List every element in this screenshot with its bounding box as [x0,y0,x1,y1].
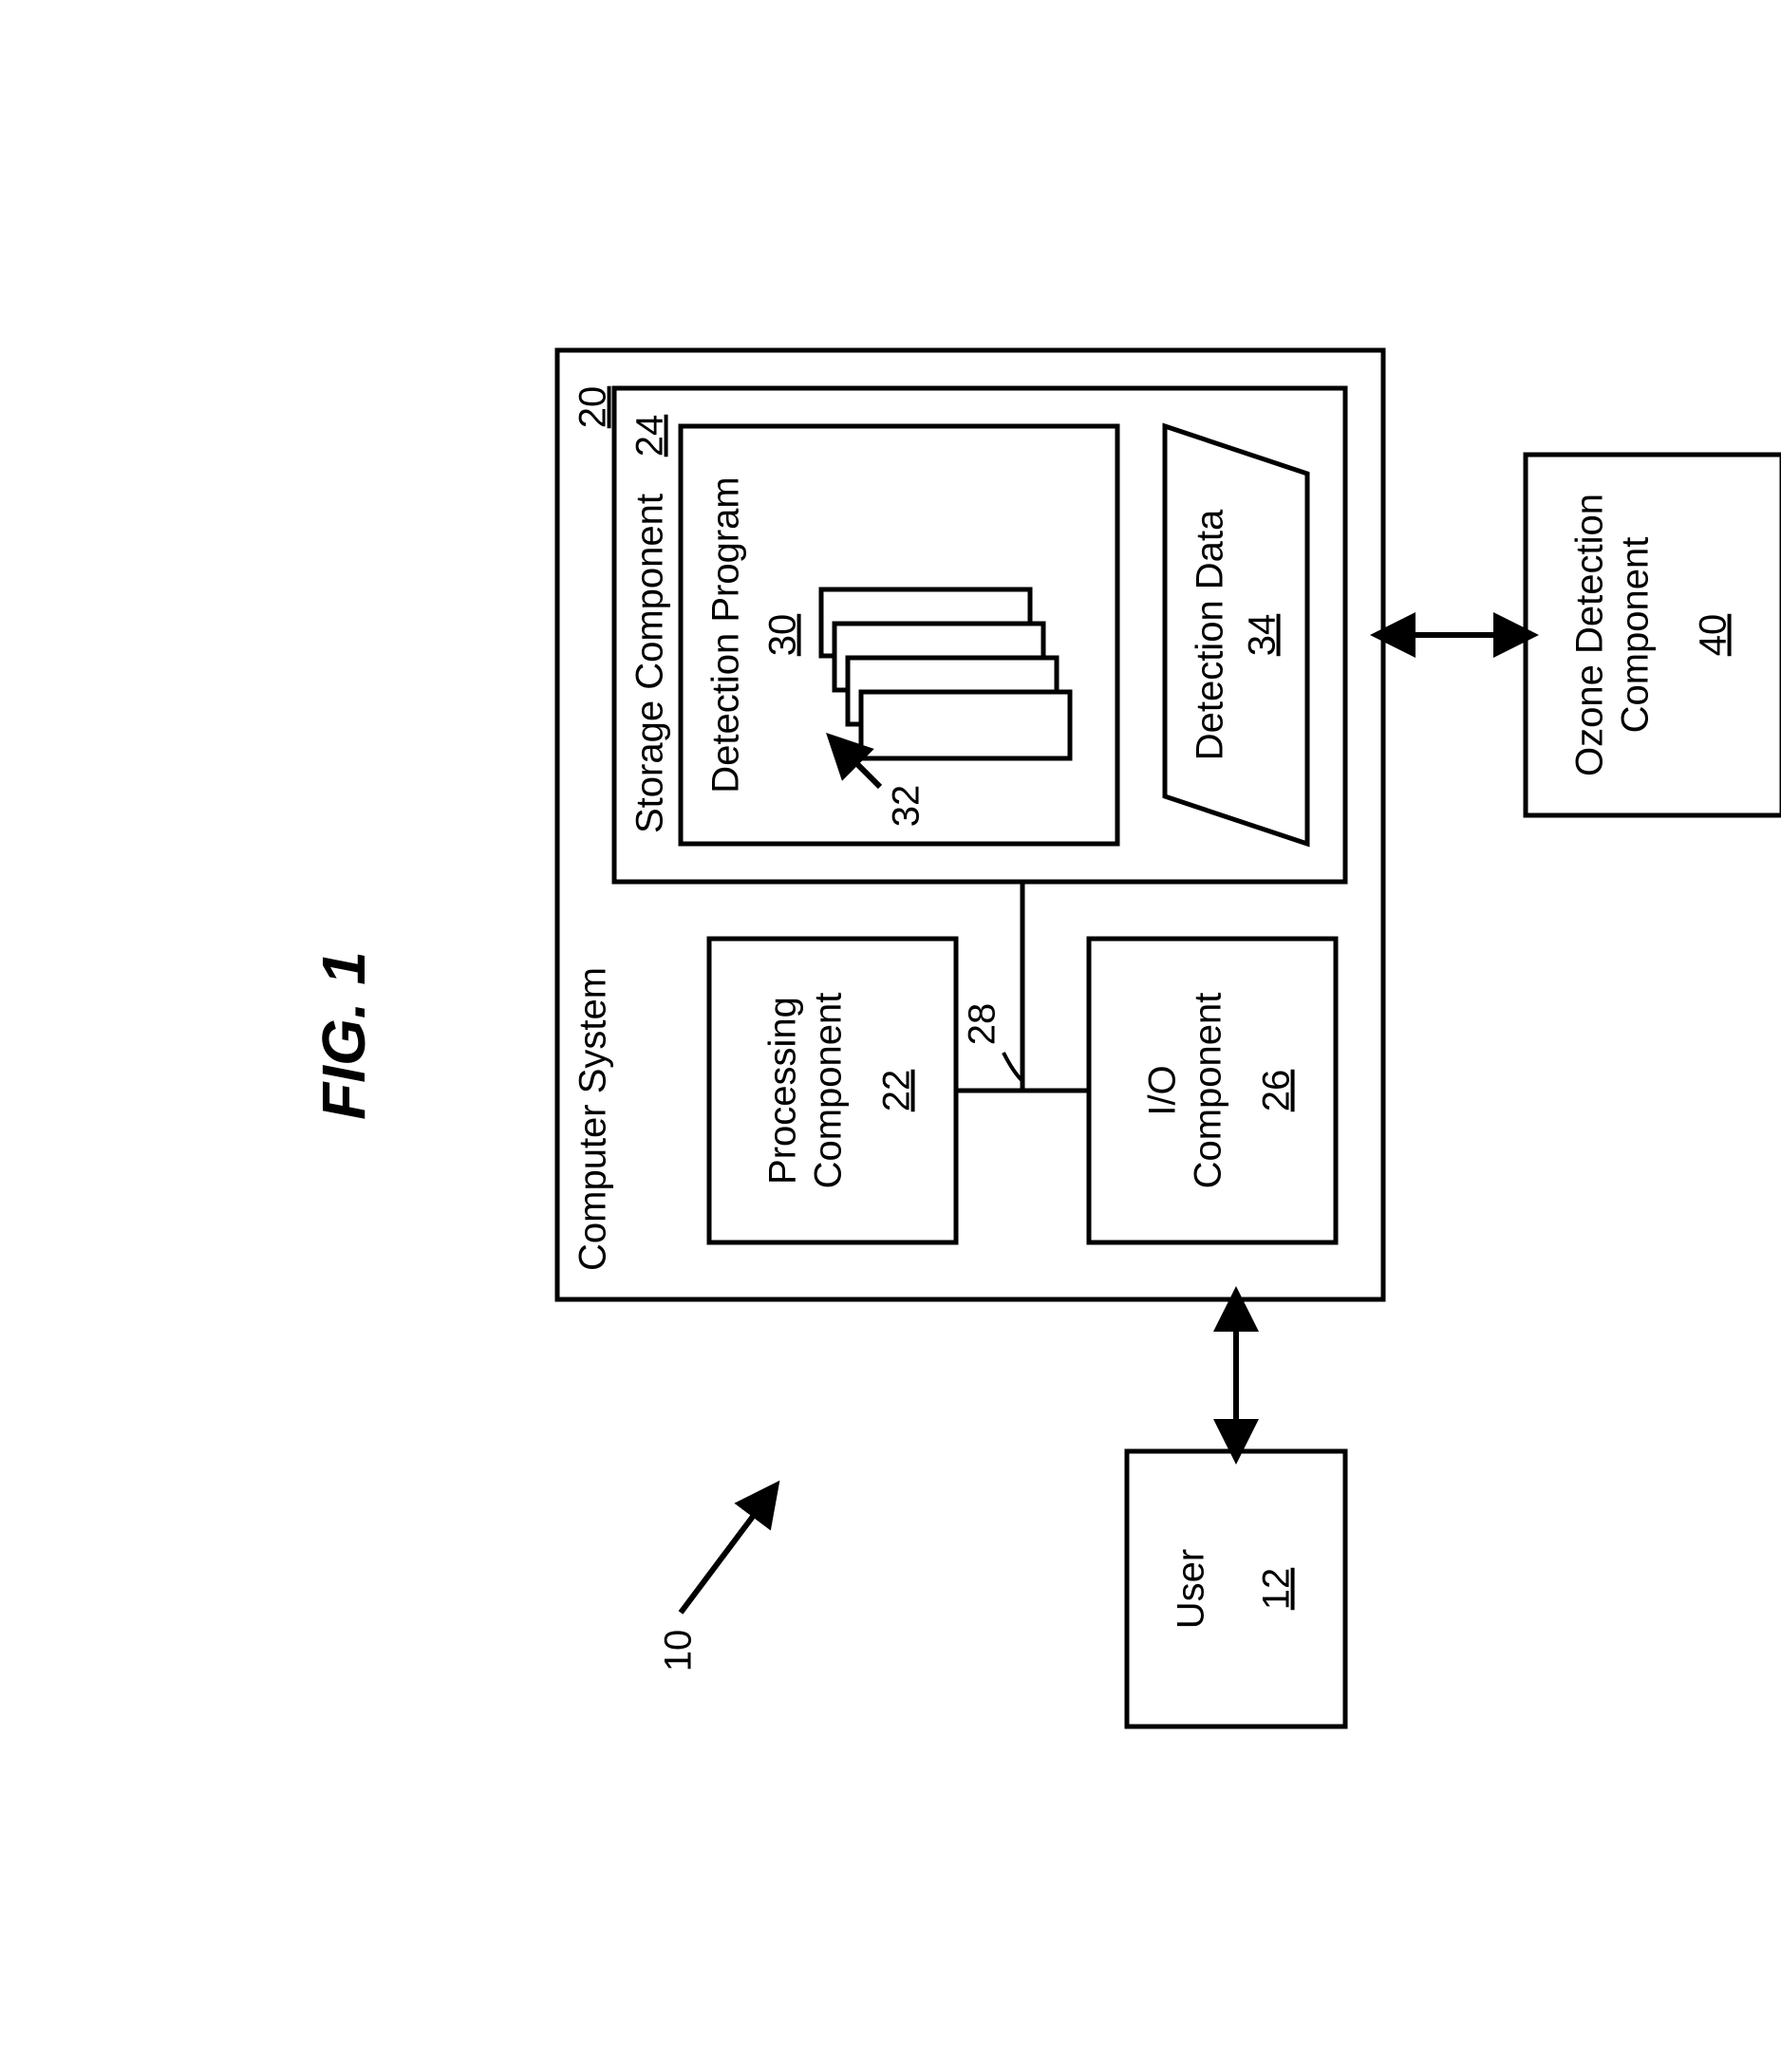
computer-system-num: 20 [572,386,614,429]
svg-text:Component: Component [1615,537,1657,734]
detection-data-num: 34 [1242,614,1284,657]
storage-label: Storage Component [629,494,671,833]
svg-text:Component: Component [1188,993,1229,1189]
user-num: 12 [1256,1568,1298,1611]
figure-title: FIG. 1 [309,951,378,1120]
user-label: User [1171,1549,1212,1629]
user-block [1127,1451,1345,1727]
ozone-num: 40 [1693,614,1734,657]
svg-text:Processing: Processing [762,997,804,1185]
detection-data-block [1165,426,1307,844]
svg-text:Component: Component [808,993,850,1189]
svg-text:Ozone Detection: Ozone Detection [1569,494,1611,776]
system-ref-label: 10 [658,1630,700,1672]
detection-data-label: Detection Data [1190,509,1231,760]
detection-program-label: Detection Program [705,476,747,793]
bus-ref-label: 28 [962,1003,1003,1046]
detection-program-num: 30 [762,614,804,657]
svg-text:I/O: I/O [1142,1065,1184,1115]
system-ref-arrow [681,1499,766,1613]
processing-num: 22 [876,1070,918,1112]
io-num: 26 [1256,1070,1298,1112]
storage-num: 24 [629,415,671,457]
module-rect [861,692,1070,758]
computer-system-label: Computer System [572,967,614,1271]
modules-ref-label: 32 [886,785,928,828]
